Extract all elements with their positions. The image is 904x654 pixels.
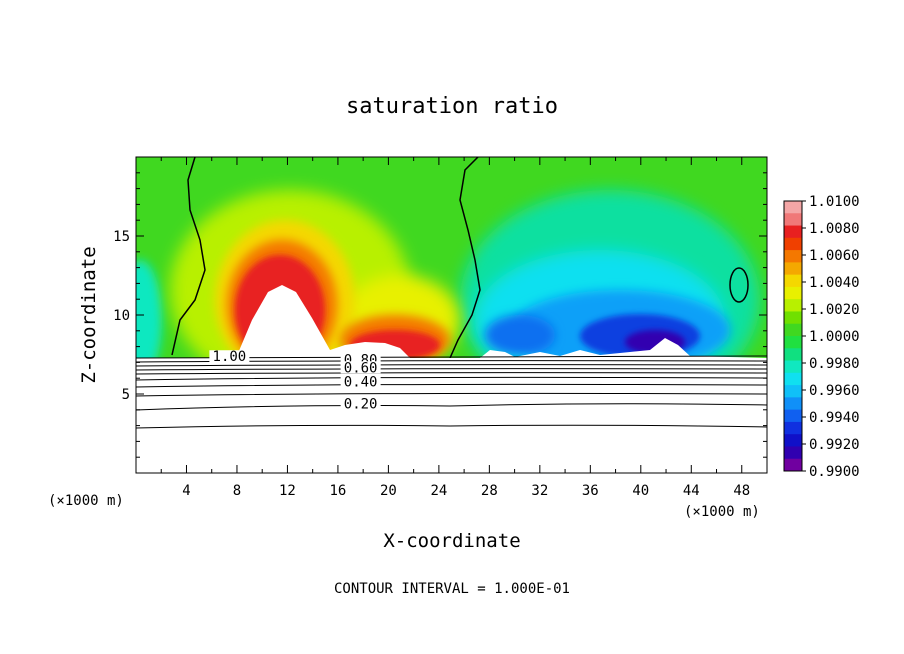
x-tick-label: 36 — [582, 483, 599, 499]
y-tick-label: 15 — [113, 229, 130, 245]
chart-title: saturation ratio — [346, 94, 558, 119]
x-tick-label: 24 — [430, 483, 447, 499]
colorbar-swatch — [784, 274, 802, 288]
colorbar-swatch — [784, 421, 802, 435]
colorbar-swatch — [784, 225, 802, 239]
x-axis: 4 8 12 16 20 24 28 32 36 40 44 48 — [160, 157, 750, 499]
x-tick-label: 48 — [733, 483, 750, 499]
field-cyan-left — [136, 260, 162, 358]
x-tick-label: 40 — [632, 483, 649, 499]
colorbar-swatch — [784, 237, 802, 251]
x-axis-label: X-coordinate — [383, 530, 520, 552]
colorbar-swatch — [784, 250, 802, 263]
lower-region — [136, 358, 767, 473]
x-unit-right: (×1000 m) — [684, 504, 760, 520]
colorbar-label: 0.9960 — [809, 383, 860, 399]
y-tick-label: 5 — [122, 387, 130, 403]
colorbar-swatch — [784, 286, 802, 300]
x-tick-label: 4 — [182, 483, 190, 499]
colorbar-label: 0.9920 — [809, 437, 860, 453]
x-tick-label: 12 — [279, 483, 296, 499]
white-bumps — [480, 338, 767, 358]
colorbar-label: 0.9900 — [809, 464, 860, 480]
heatmap-field — [136, 157, 767, 358]
contour-labels: 1.00 0.800.600.400.20 — [209, 349, 381, 413]
colorbar-label: 1.0060 — [809, 248, 860, 264]
contour-label: 1.00 — [213, 349, 247, 365]
colorbar-swatch — [784, 385, 802, 398]
colorbar-label: 1.0040 — [809, 275, 860, 291]
colorbar-label: 0.9940 — [809, 410, 860, 426]
colorbar-swatch — [784, 336, 802, 349]
colorbar: 1.0100 1.0080 1.0060 1.0040 1.0020 1.0000 0.99… — [783, 194, 860, 480]
colorbar-swatch — [784, 213, 802, 227]
x-tick-label: 32 — [531, 483, 548, 499]
colorbar-swatch — [784, 311, 802, 325]
white-core — [236, 285, 410, 358]
contour-label-bg — [340, 361, 381, 374]
contour-label-bg — [340, 397, 381, 410]
colorbar-swatch — [784, 446, 802, 460]
colorbar-swatch — [784, 458, 802, 472]
colorbar-swatch — [784, 323, 802, 337]
contour-label-bg — [209, 350, 250, 363]
colorbar-swatch — [784, 348, 802, 362]
field-region-right-6 — [485, 315, 555, 355]
contour-label: 0.20 — [344, 397, 378, 413]
x-tick-label: 8 — [233, 483, 241, 499]
unity-contours — [171, 157, 749, 358]
contour-interval-footer: CONTOUR INTERVAL = 1.000E-01 — [334, 581, 570, 597]
contour-label-bg — [340, 375, 381, 388]
colorbar-label: 1.0020 — [809, 302, 860, 318]
x-unit-left: (×1000 m) — [48, 493, 124, 509]
colorbar-label: 1.0000 — [809, 329, 860, 345]
colorbar-label: 0.9980 — [809, 356, 860, 372]
contour-label: 0.60 — [344, 360, 378, 376]
y-axis-label: Z-coordinate — [78, 246, 100, 383]
x-tick-label: 44 — [683, 483, 700, 499]
y-axis: 5 10 15 — [113, 172, 767, 458]
x-tick-label: 20 — [380, 483, 397, 499]
x-tick-label: 28 — [481, 483, 498, 499]
x-tick-label: 16 — [329, 483, 346, 499]
colorbar-label: 1.0080 — [809, 221, 860, 237]
colorbar-swatch — [784, 201, 802, 214]
colorbar-swatch — [784, 409, 802, 423]
colorbar-swatch — [784, 360, 802, 374]
colorbar-swatch — [784, 372, 802, 386]
colorbar-swatch — [784, 299, 802, 312]
colorbar-swatch — [784, 434, 802, 447]
contour-label: 0.40 — [344, 375, 378, 391]
y-tick-label: 10 — [113, 308, 130, 324]
colorbar-swatch — [784, 262, 802, 276]
colorbar-label: 1.0100 — [809, 194, 860, 210]
colorbar-swatch — [784, 397, 802, 411]
